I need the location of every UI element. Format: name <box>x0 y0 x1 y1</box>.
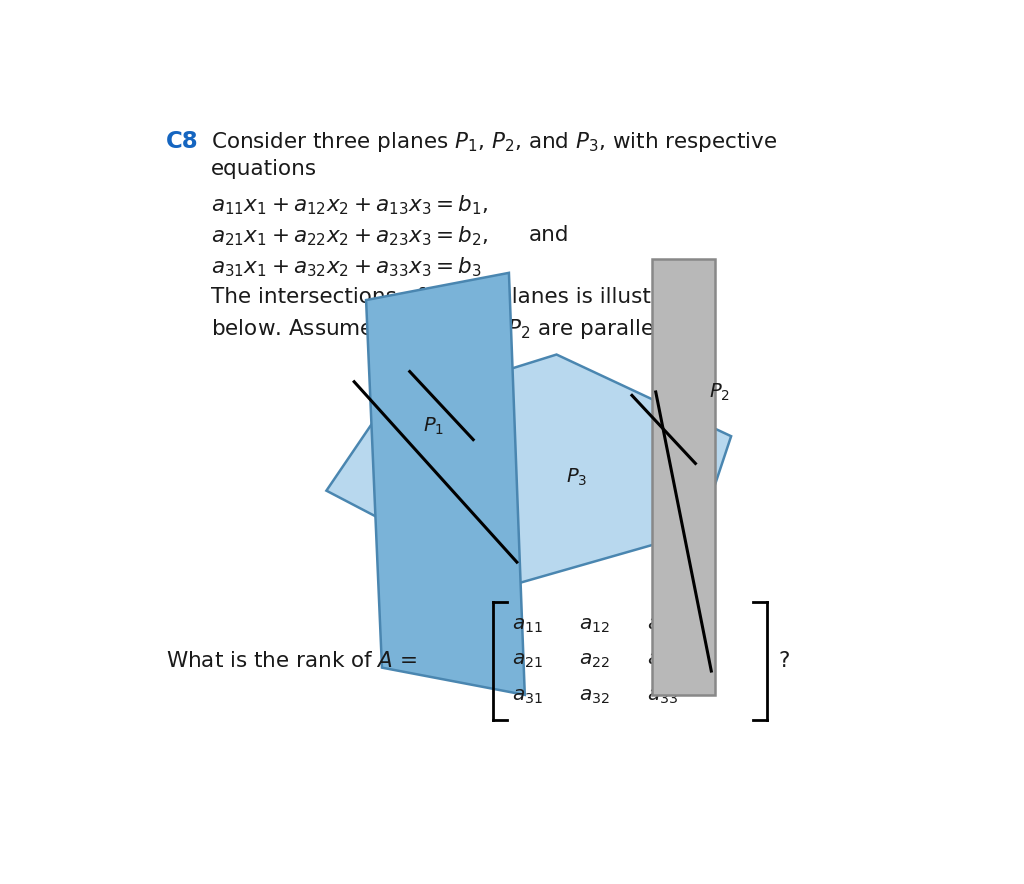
Polygon shape <box>652 259 715 695</box>
Text: $P_3$: $P_3$ <box>565 467 587 488</box>
Text: $a_{23}$: $a_{23}$ <box>646 652 678 670</box>
Text: $a_{31}x_1 + a_{32}x_2 + a_{33}x_3 = b_3$: $a_{31}x_1 + a_{32}x_2 + a_{33}x_3 = b_3… <box>211 255 482 279</box>
Polygon shape <box>367 273 524 695</box>
Polygon shape <box>327 354 731 586</box>
Text: equations: equations <box>211 159 317 179</box>
Text: $a_{31}$: $a_{31}$ <box>512 687 543 705</box>
Text: $a_{21}x_1 + a_{22}x_2 + a_{23}x_3 = b_2$,: $a_{21}x_1 + a_{22}x_2 + a_{23}x_3 = b_2… <box>211 225 488 248</box>
Text: $a_{13}$: $a_{13}$ <box>646 616 678 635</box>
Text: and: and <box>528 225 569 245</box>
Text: $a_{33}$: $a_{33}$ <box>646 687 678 705</box>
Text: $P_2$: $P_2$ <box>709 381 730 402</box>
Text: $P_1$: $P_1$ <box>423 415 444 437</box>
Text: $a_{12}$: $a_{12}$ <box>580 616 610 635</box>
Text: below. Assume that $P_1$ and $P_2$ are parallel.: below. Assume that $P_1$ and $P_2$ are p… <box>211 317 667 341</box>
Text: $a_{22}$: $a_{22}$ <box>580 652 610 670</box>
Text: C8: C8 <box>166 130 199 153</box>
Text: Consider three planes $P_1$, $P_2$, and $P_3$, with respective: Consider three planes $P_1$, $P_2$, and … <box>211 130 778 154</box>
Text: What is the rank of $A$ =: What is the rank of $A$ = <box>166 651 418 671</box>
Text: The intersections of these planes is illustrated: The intersections of these planes is ill… <box>211 287 709 307</box>
Text: $a_{21}$: $a_{21}$ <box>512 652 543 670</box>
Text: ?: ? <box>779 651 791 671</box>
Text: $a_{11}x_1 + a_{12}x_2 + a_{13}x_3 = b_1$,: $a_{11}x_1 + a_{12}x_2 + a_{13}x_3 = b_1… <box>211 194 488 217</box>
Text: $a_{11}$: $a_{11}$ <box>512 616 543 635</box>
Text: $a_{32}$: $a_{32}$ <box>580 687 610 705</box>
